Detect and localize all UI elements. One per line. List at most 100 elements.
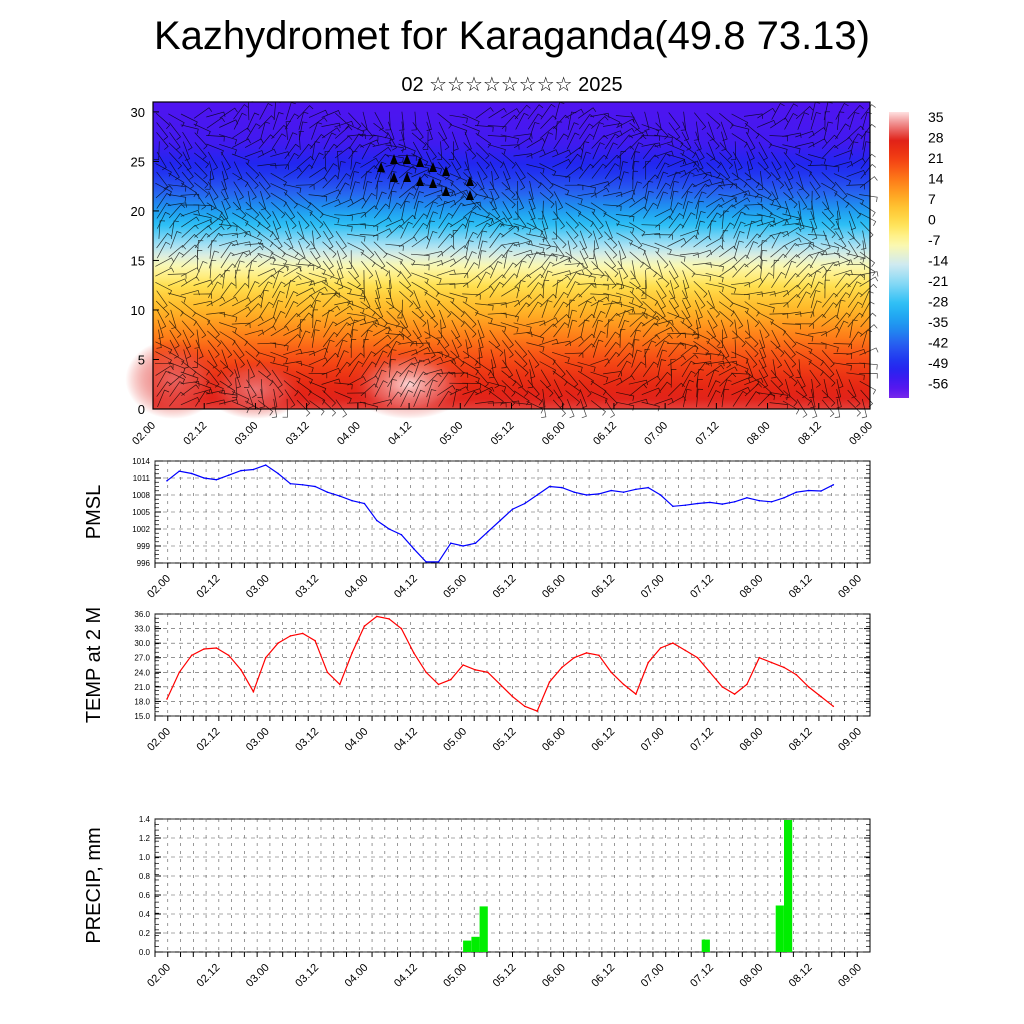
wind-barb xyxy=(551,174,571,183)
wind-barb xyxy=(578,163,595,179)
wind-barb xyxy=(603,301,623,308)
wind-barb xyxy=(565,108,584,119)
wind-barb xyxy=(270,252,288,266)
wind-barb xyxy=(385,111,391,131)
wind-barb xyxy=(860,240,866,260)
pmsl-series-line xyxy=(166,464,834,563)
wind-barb xyxy=(808,138,828,148)
wind-barb xyxy=(207,181,219,200)
wind-barb xyxy=(490,349,497,369)
wind-barb xyxy=(449,282,469,288)
wind-barb xyxy=(618,171,629,190)
wind-barb xyxy=(629,383,648,397)
wind-barb xyxy=(374,153,390,169)
wind-barb xyxy=(246,359,256,379)
wind-barb xyxy=(692,171,712,178)
wind-barb xyxy=(452,230,459,249)
precip-bar xyxy=(775,905,784,952)
wind-barb xyxy=(641,401,660,412)
wind-barb xyxy=(706,203,723,219)
wind-barb xyxy=(181,216,200,228)
wind-barb xyxy=(270,164,289,170)
wind-barb xyxy=(153,141,160,160)
wind-barb xyxy=(631,349,642,368)
wind-barb xyxy=(322,260,335,279)
wind-barb xyxy=(375,290,381,310)
wind-barb xyxy=(526,222,544,236)
wind-barb xyxy=(360,241,375,259)
wind-barb xyxy=(270,151,290,157)
wind-barb xyxy=(579,389,588,409)
wind-barb xyxy=(590,187,610,198)
wind-barb xyxy=(795,332,814,342)
wind-barb xyxy=(834,398,841,418)
wind-barb xyxy=(618,240,627,260)
temp-point xyxy=(610,671,612,674)
wind-barb xyxy=(619,151,626,170)
wind-barb xyxy=(439,200,450,219)
wind-barb xyxy=(349,171,359,190)
wind-barb xyxy=(401,200,411,220)
wind-barb xyxy=(258,211,271,230)
wind-barb xyxy=(308,347,328,356)
wind-barb xyxy=(628,313,648,319)
temp-x-tick-label: 05.00 xyxy=(441,726,469,754)
wind-barb xyxy=(321,213,340,224)
wind-barb xyxy=(283,266,303,277)
wind-barb xyxy=(298,111,309,130)
colorbar-label: 14 xyxy=(928,171,944,187)
wind-barb xyxy=(810,389,816,409)
wind-barb xyxy=(526,164,545,174)
wind-barb xyxy=(565,211,579,229)
wind-barb xyxy=(423,189,444,197)
wind-barb xyxy=(270,362,289,372)
pmsl-point xyxy=(289,482,292,485)
wind-barb xyxy=(464,211,477,229)
wind-barb xyxy=(206,111,226,118)
wind-barb xyxy=(860,153,876,169)
wind-barb xyxy=(258,274,276,288)
wind-barb xyxy=(475,380,492,395)
wind-barb xyxy=(169,132,181,151)
wind-barb xyxy=(193,213,212,223)
temp-point xyxy=(264,656,267,659)
wind-barb xyxy=(169,252,184,269)
wind-barb xyxy=(731,182,747,198)
wind-barb xyxy=(847,312,864,328)
wind-barb xyxy=(334,291,351,306)
wind-barb xyxy=(156,202,171,219)
wind-barb xyxy=(719,349,732,369)
wind-barb xyxy=(551,253,571,263)
wind-barb xyxy=(719,291,734,308)
wind-barb xyxy=(680,354,699,367)
wind-barb xyxy=(487,302,507,308)
wind-barb xyxy=(194,320,207,339)
wind-barb xyxy=(423,351,443,357)
wind-barb xyxy=(476,271,491,289)
wind-barb xyxy=(847,292,863,308)
precip-x-tick-label: 08.00 xyxy=(737,962,765,990)
wind-barb xyxy=(795,130,815,138)
wind-barb xyxy=(181,171,195,190)
pmsl-point xyxy=(425,561,427,563)
wind-barb xyxy=(603,113,621,127)
wind-barb xyxy=(603,176,622,188)
wind-barb xyxy=(463,390,479,407)
wind-barb xyxy=(604,154,621,169)
wind-barb xyxy=(578,333,596,347)
temp-point xyxy=(795,673,798,676)
wind-barb xyxy=(234,369,241,389)
wind-barb xyxy=(234,191,242,211)
wind-barb xyxy=(670,180,679,200)
wind-barb xyxy=(784,359,794,379)
wind-barb xyxy=(641,135,661,141)
pmsl-point xyxy=(746,497,748,499)
wind-barb xyxy=(475,386,495,396)
wind-barb xyxy=(489,261,503,279)
wind-barb xyxy=(488,212,504,228)
pmsl-point xyxy=(166,480,168,482)
wind-barb xyxy=(541,398,547,419)
wind-barb xyxy=(514,211,527,230)
wind-barb xyxy=(782,213,801,224)
precip-x-tick-label: 02.12 xyxy=(195,962,223,990)
